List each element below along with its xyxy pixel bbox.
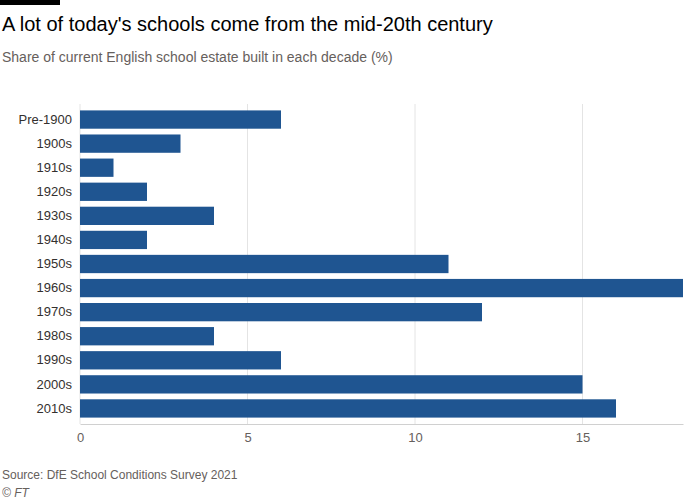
subtitle: Share of current English school estate b… — [2, 49, 393, 65]
y-tick: Pre-1900 — [19, 112, 80, 127]
bar — [80, 183, 147, 201]
y-tick-label: Pre-1900 — [19, 112, 72, 127]
title: A lot of today's schools come from the m… — [2, 13, 493, 35]
y-tick-label: 1940s — [37, 232, 73, 247]
y-tick: 1930s — [37, 208, 80, 223]
grid — [80, 104, 583, 424]
y-tick: 1900s — [37, 136, 80, 151]
y-tick: 1920s — [37, 184, 80, 199]
credit: © FT — [2, 486, 31, 500]
footer: Source: DfE School Conditions Survey 202… — [2, 468, 238, 500]
x-tick: 5 — [244, 424, 251, 445]
y-tick: 1990s — [37, 352, 80, 367]
y-tick: 2010s — [37, 401, 80, 416]
bar — [80, 207, 214, 225]
x-axis-line — [81, 424, 684, 425]
bar — [80, 351, 281, 369]
y-axis: Pre-1900 1900s 1910s 1920s 1930s 1940s 1950s 19… — [19, 112, 80, 416]
y-tick-label: 1980s — [37, 328, 73, 343]
bar — [80, 255, 449, 273]
bars — [80, 110, 683, 417]
bar — [80, 375, 583, 393]
x-tick-label: 0 — [77, 430, 84, 445]
y-tick-label: 1920s — [37, 184, 73, 199]
bar — [80, 231, 147, 249]
x-tick: 15 — [576, 424, 590, 445]
y-tick-label: 1930s — [37, 208, 73, 223]
y-tick: 1910s — [37, 160, 80, 175]
y-tick: 1950s — [37, 256, 80, 271]
bar — [80, 327, 214, 345]
y-tick: 1940s — [37, 232, 80, 247]
y-tick-label: 1960s — [37, 280, 73, 295]
x-tick: 10 — [408, 424, 422, 445]
x-tick-label: 10 — [408, 430, 422, 445]
bar — [80, 110, 281, 128]
y-tick-label: 1990s — [37, 352, 73, 367]
y-tick-label: 1950s — [37, 256, 73, 271]
x-tick-label: 15 — [576, 430, 590, 445]
x-tick: 0 — [77, 424, 84, 445]
brand-bar — [0, 0, 60, 5]
y-tick: 2000s — [37, 377, 80, 392]
y-tick-label: 1970s — [37, 304, 73, 319]
y-tick-label: 1910s — [37, 160, 73, 175]
bar — [80, 279, 683, 297]
chart: A lot of today's schools come from the m… — [0, 0, 700, 500]
y-tick-label: 1900s — [37, 136, 73, 151]
y-tick: 1970s — [37, 304, 80, 319]
y-tick: 1980s — [37, 328, 80, 343]
source: Source: DfE School Conditions Survey 202… — [2, 468, 238, 482]
bar — [80, 134, 181, 152]
bar — [80, 159, 114, 177]
x-tick-label: 5 — [244, 430, 251, 445]
bar — [80, 303, 482, 321]
y-tick-label: 2000s — [37, 377, 73, 392]
y-tick: 1960s — [37, 280, 80, 295]
y-tick-label: 2010s — [37, 401, 73, 416]
bar — [80, 399, 616, 417]
x-axis: 0 5 10 15 — [77, 424, 684, 445]
